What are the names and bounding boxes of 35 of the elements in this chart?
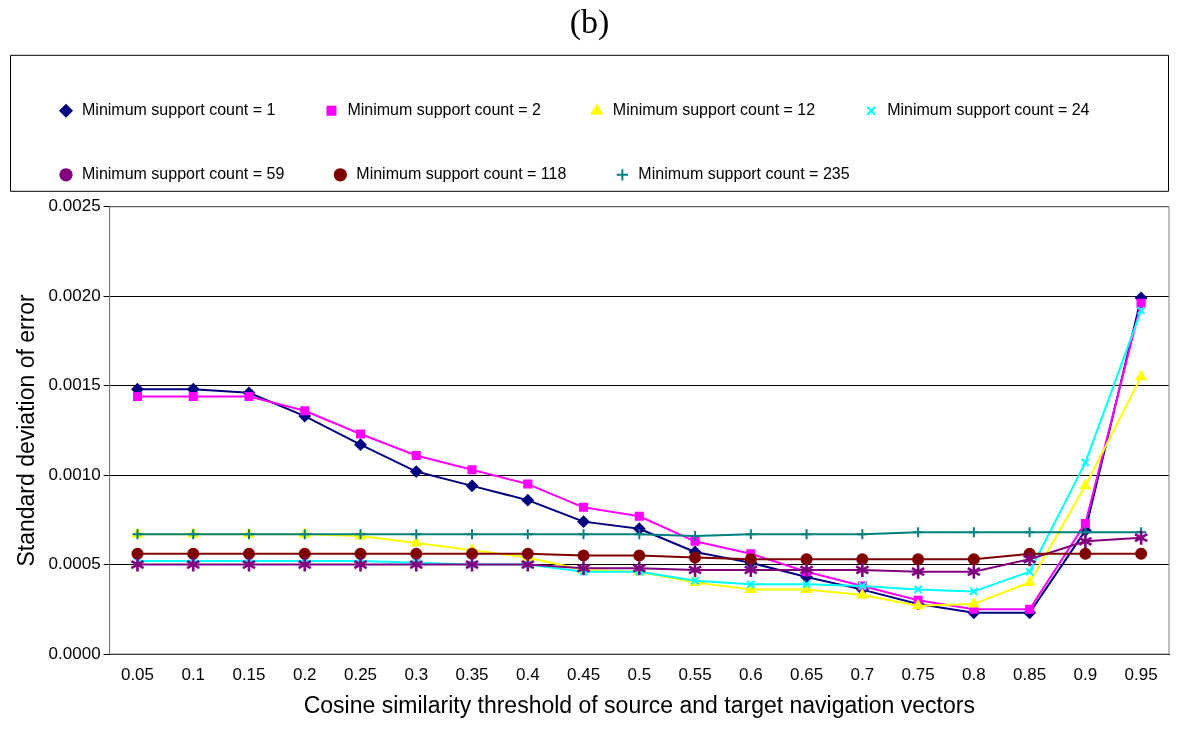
x-tick-label: 0.75 xyxy=(901,664,935,684)
x-tick-label: 0.4 xyxy=(515,664,540,684)
x-tick-label: 0.05 xyxy=(120,664,155,684)
y-axis-title: Standard deviation of error xyxy=(13,293,40,567)
x-tick-label: 0.7 xyxy=(850,664,875,684)
x-tick-label: 0.25 xyxy=(343,664,378,684)
x-tick-label: 0.45 xyxy=(566,664,601,684)
x-tick-label: 0.5 xyxy=(627,664,652,684)
x-tick-label: 0.8 xyxy=(962,664,986,684)
x-tick-label: 0.1 xyxy=(181,664,206,684)
legend-label: Minimum support count = 12 xyxy=(612,101,816,119)
x-tick-label: 0.6 xyxy=(738,664,763,684)
legend-label: Minimum support count = 235 xyxy=(638,165,850,183)
y-tick-label: 0.0015 xyxy=(48,375,101,395)
x-tick-label: 0.2 xyxy=(292,664,317,684)
x-tick-label: 0.55 xyxy=(678,664,712,684)
legend-label: Minimum support count = 1 xyxy=(82,101,276,119)
x-tick-label: 0.9 xyxy=(1073,664,1098,684)
x-tick-label: 0.65 xyxy=(790,664,824,684)
x-tick-label: 0.15 xyxy=(232,664,266,684)
x-axis-title: Cosine similarity threshold of source and target navigation vectors xyxy=(303,691,975,718)
y-tick-label: 0.0005 xyxy=(48,554,101,574)
chart-title: (b) xyxy=(569,3,610,42)
legend-label: Minimum support count = 118 xyxy=(356,165,567,183)
x-tick-label: 0.85 xyxy=(1013,664,1047,684)
y-tick-label: 0.0010 xyxy=(48,464,101,484)
x-tick-label: 0.3 xyxy=(404,664,429,684)
y-tick-label: 0.0025 xyxy=(48,196,101,216)
y-tick-label: 0.0000 xyxy=(48,643,101,663)
y-tick-label: 0.0020 xyxy=(48,285,101,305)
x-tick-label: 0.35 xyxy=(455,664,489,684)
x-tick-label: 0.95 xyxy=(1124,664,1158,684)
legend-label: Minimum support count = 59 xyxy=(82,165,285,183)
legend-label: Minimum support count = 24 xyxy=(887,101,1090,119)
legend-label: Minimum support count = 2 xyxy=(347,101,541,119)
